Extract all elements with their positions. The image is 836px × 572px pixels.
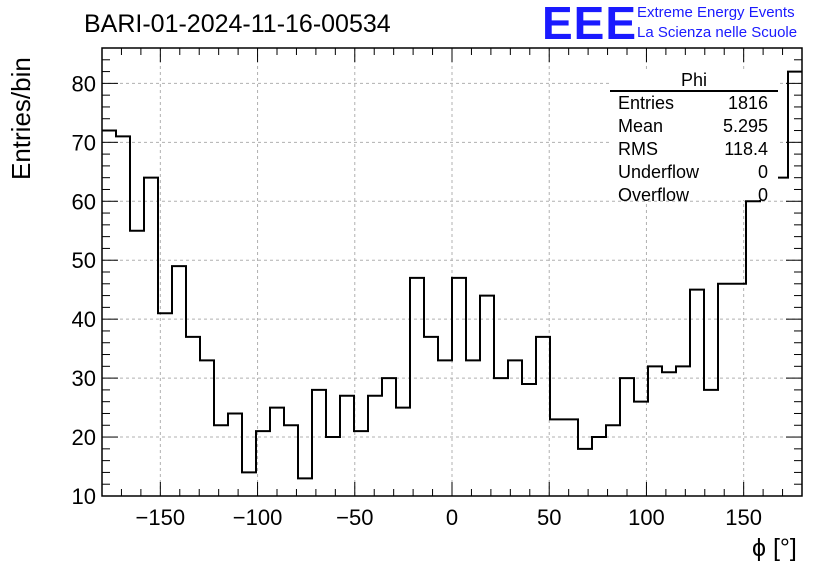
histogram-bin [522,384,536,496]
histogram-bin [270,408,284,496]
histogram-bin [326,437,340,496]
y-axis-label: Entries/bin [6,57,36,180]
histogram-bin [690,290,704,496]
histogram-bin [452,278,466,496]
histogram-bin [774,178,788,496]
stats-label: Underflow [618,162,700,182]
histogram-bin [312,390,326,496]
eee-logo: EEE [542,0,638,49]
histogram-bin [214,425,228,496]
histogram-bin [340,396,354,496]
x-tick-label: −50 [336,505,373,530]
y-tick-label: 40 [72,307,96,332]
histogram-bin [508,360,522,496]
histogram-bin [746,201,760,496]
y-tick-label: 30 [72,366,96,391]
y-tick-label: 60 [72,189,96,214]
histogram-bin [480,296,494,496]
histogram-bin [116,136,130,496]
y-tick-label: 50 [72,248,96,273]
histogram-bin [578,449,592,496]
histogram-bin [732,284,746,496]
histogram-bin [536,337,550,496]
stats-title: Phi [680,70,707,90]
stats-value: 0 [757,185,768,205]
x-tick-label: 100 [628,505,665,530]
logo-subtitle-line1: Extreme Energy Events [637,4,795,21]
x-tick-label: 50 [537,505,561,530]
histogram-bin [606,425,620,496]
histogram-bin [172,266,186,496]
x-axis-label: ϕ [°] [752,534,797,562]
x-tick-label: 150 [725,505,762,530]
run-title: BARI-01-2024-11-16-00534 [84,10,391,38]
histogram-bin [466,360,480,496]
histogram-bin [256,431,270,496]
stats-label: Overflow [618,185,690,205]
stats-divider [610,90,778,92]
histogram-bin [662,372,676,496]
histogram-bin [298,478,312,496]
histogram-bin [676,366,690,496]
x-tick-label: −150 [136,505,186,530]
histogram-bin [228,413,242,496]
y-tick-label: 80 [72,71,96,96]
stats-value: 118.4 [724,139,768,159]
x-tick-label: 0 [446,505,458,530]
stats-box: Phi Entries 1816 Mean 5.295 RMS 118.4 Un… [610,70,778,205]
y-tick-label: 10 [72,484,96,509]
histogram-bin [186,337,200,496]
histogram-bin [158,313,172,496]
histogram-bin [368,396,382,496]
stats-label: RMS [618,139,658,159]
histogram-bin [592,437,606,496]
histogram-bin [564,419,578,496]
histogram-bin [634,402,648,496]
histogram-bin [718,284,732,496]
histogram-bin [424,337,438,496]
stats-label: Mean [618,116,664,136]
stats-label: Entries [618,93,675,113]
y-tick-label: 70 [72,130,96,155]
logo-subtitle-line2: La Scienza nelle Scuole [637,24,798,41]
histogram-bin [438,360,452,496]
histogram-bin [704,390,718,496]
histogram-bin [284,425,298,496]
y-tick-label: 20 [72,425,96,450]
histogram-bin [144,178,158,496]
histogram-bin [648,366,662,496]
stats-value: 1816 [727,93,768,113]
histogram-bin [242,472,256,496]
histogram-bin [102,131,116,496]
histogram-bin [130,231,144,496]
histogram-line [102,70,802,480]
histogram-bin [396,408,410,496]
histogram-bin [354,431,368,496]
histogram-bin [382,378,396,496]
stats-value: 5.295 [722,116,768,136]
x-tick-label: −100 [233,505,283,530]
histogram-bin [410,278,424,496]
histogram-bin [494,378,508,496]
histogram-bin [200,360,214,496]
histogram-bin [620,378,634,496]
stats-value: 0 [757,162,768,182]
histogram-bin [550,419,564,496]
